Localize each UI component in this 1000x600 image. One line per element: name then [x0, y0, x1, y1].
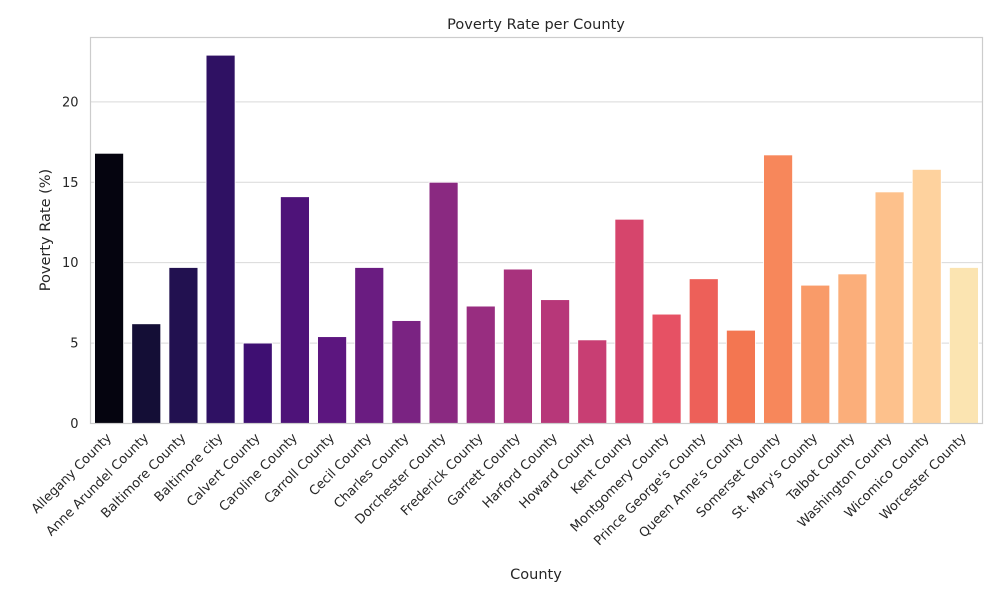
bar [503, 268, 533, 424]
bar [280, 196, 310, 424]
bar [465, 305, 496, 424]
chart-title: Poverty Rate per County [447, 17, 625, 33]
plot-frame [89, 36, 984, 425]
x-axis-label: County [510, 567, 562, 583]
y-tick-labels: 0 5 10 15 20 [62, 95, 79, 432]
bar [391, 320, 422, 424]
y-tick-label: 0 [70, 417, 78, 432]
bar [688, 278, 719, 424]
bar [614, 218, 645, 424]
bar [131, 323, 162, 424]
y-tick-label: 10 [62, 256, 79, 271]
y-tick-label: 15 [62, 176, 79, 191]
bar [949, 267, 979, 424]
y-axis-label: Poverty Rate (%) [38, 169, 54, 291]
bar [317, 336, 347, 424]
bar [540, 299, 570, 424]
bar [205, 54, 236, 424]
bar [911, 168, 942, 424]
bar [800, 284, 831, 424]
bar [874, 191, 905, 424]
bar [577, 339, 608, 424]
bar [763, 154, 793, 424]
bar [651, 313, 682, 424]
bar [428, 181, 459, 424]
bar [354, 267, 385, 424]
bars [94, 54, 979, 424]
bar [726, 329, 756, 424]
bar [94, 152, 124, 424]
y-tick-label: 5 [70, 337, 78, 352]
bar [168, 267, 199, 424]
bar [242, 342, 273, 424]
y-tick-label: 20 [62, 95, 79, 110]
bar [837, 273, 868, 424]
